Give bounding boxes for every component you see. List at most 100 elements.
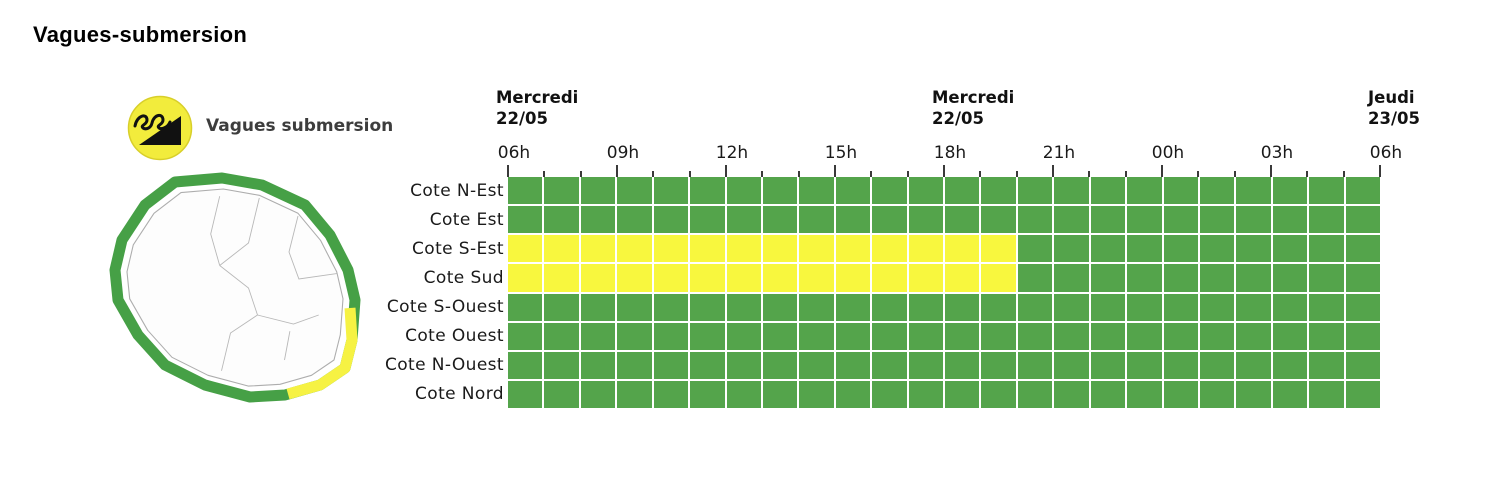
grid-cell [1017, 235, 1053, 263]
grid-cell [1163, 235, 1198, 263]
day-header-day: Mercredi [496, 88, 579, 107]
coast-row-label: Cote Est [429, 210, 504, 231]
axis-hour-label: 03h [1260, 143, 1294, 163]
axis-tick-minor [1088, 171, 1091, 177]
grid-cell [762, 235, 798, 263]
grid-cell [1199, 177, 1235, 205]
grid-cell [1236, 293, 1271, 321]
grid-cell [835, 264, 871, 292]
grid-cell [653, 235, 689, 263]
grid-cell [726, 322, 761, 350]
grid-cell [1236, 264, 1271, 292]
grid-cell [508, 235, 543, 263]
grid-cell [544, 293, 579, 321]
grid-cell [945, 264, 980, 292]
grid-cell [945, 351, 980, 379]
grid-cell [1017, 206, 1053, 234]
coast-row-label: Cote N-Ouest [384, 354, 504, 375]
grid-cell [981, 351, 1016, 379]
grid-cell [1345, 380, 1380, 408]
grid-cell [1090, 293, 1126, 321]
grid-cell [1127, 293, 1162, 321]
grid-cell [835, 177, 871, 205]
grid-cell [1309, 380, 1344, 408]
grid-cell [726, 206, 761, 234]
grid-cell [1163, 206, 1198, 234]
grid-cell [544, 380, 579, 408]
grid-cell [690, 322, 725, 350]
grid-cell [1236, 235, 1271, 263]
axis-tick-minor [1342, 171, 1345, 177]
grid-cell [762, 206, 798, 234]
grid-cell [617, 177, 652, 205]
grid-cell [835, 206, 871, 234]
grid-cell [544, 264, 579, 292]
day-header-day: Jeudi [1368, 88, 1415, 107]
axis-tick-major [834, 165, 836, 177]
grid-cell [617, 206, 652, 234]
grid-cell [1236, 206, 1271, 234]
grid-cell [799, 206, 834, 234]
axis-tick-minor [870, 171, 873, 177]
grid-cell [1054, 380, 1089, 408]
axis-tick-minor [906, 171, 909, 177]
day-header-date: 22/05 [496, 109, 548, 128]
grid-cell [508, 293, 543, 321]
grid-cell [1272, 206, 1308, 234]
grid-cell [544, 322, 579, 350]
grid-cell [1054, 235, 1089, 263]
grid-cell [1199, 235, 1235, 263]
axis-tick-minor [1233, 171, 1236, 177]
grid-cell [508, 351, 543, 379]
grid-cell [1345, 177, 1380, 205]
axis-tick-minor [1015, 171, 1018, 177]
grid-cell [580, 351, 616, 379]
grid-cell [908, 177, 943, 205]
grid-cell [1090, 264, 1126, 292]
grid-cell [1090, 235, 1126, 263]
axis-hour-label: 00h [1151, 143, 1185, 163]
day-header-date: 23/05 [1368, 109, 1420, 128]
grid-cell [653, 351, 689, 379]
grid-cell [726, 351, 761, 379]
grid-cell [580, 235, 616, 263]
grid-cell [1127, 322, 1162, 350]
grid-cell [1309, 177, 1344, 205]
grid-cell [799, 177, 834, 205]
grid-cell [1272, 351, 1308, 379]
axis-tick-major [1161, 165, 1163, 177]
grid-cell [726, 264, 761, 292]
grid-cell [908, 293, 943, 321]
grid-cell [1127, 264, 1162, 292]
grid-cell [835, 293, 871, 321]
grid-cell [653, 177, 689, 205]
grid-cell [544, 351, 579, 379]
grid-cell [945, 177, 980, 205]
grid-cell [1090, 177, 1126, 205]
grid-cell [762, 380, 798, 408]
grid-cell [981, 380, 1016, 408]
grid-cell [835, 235, 871, 263]
grid-cell [580, 177, 616, 205]
grid-cell [1272, 264, 1308, 292]
grid-cell [799, 293, 834, 321]
grid-cell [762, 351, 798, 379]
grid-cell [1272, 322, 1308, 350]
grid-cell [1090, 322, 1126, 350]
grid-cell [1127, 206, 1162, 234]
grid-cell [617, 264, 652, 292]
coast-row-label: Cote S-Ouest [386, 296, 504, 317]
grid-cell [1272, 293, 1308, 321]
grid-cell [1236, 177, 1271, 205]
axis-hour-label: 18h [933, 143, 967, 163]
axis-hour-label: 12h [715, 143, 749, 163]
grid-cell [1272, 177, 1308, 205]
grid-cell [1054, 293, 1089, 321]
axis-tick-major [616, 165, 618, 177]
grid-cell [762, 177, 798, 205]
grid-cell [617, 322, 652, 350]
grid-cell [580, 322, 616, 350]
grid-cell [945, 380, 980, 408]
day-header: Mercredi 22/05 [932, 87, 1014, 129]
grid-cell [1309, 351, 1344, 379]
